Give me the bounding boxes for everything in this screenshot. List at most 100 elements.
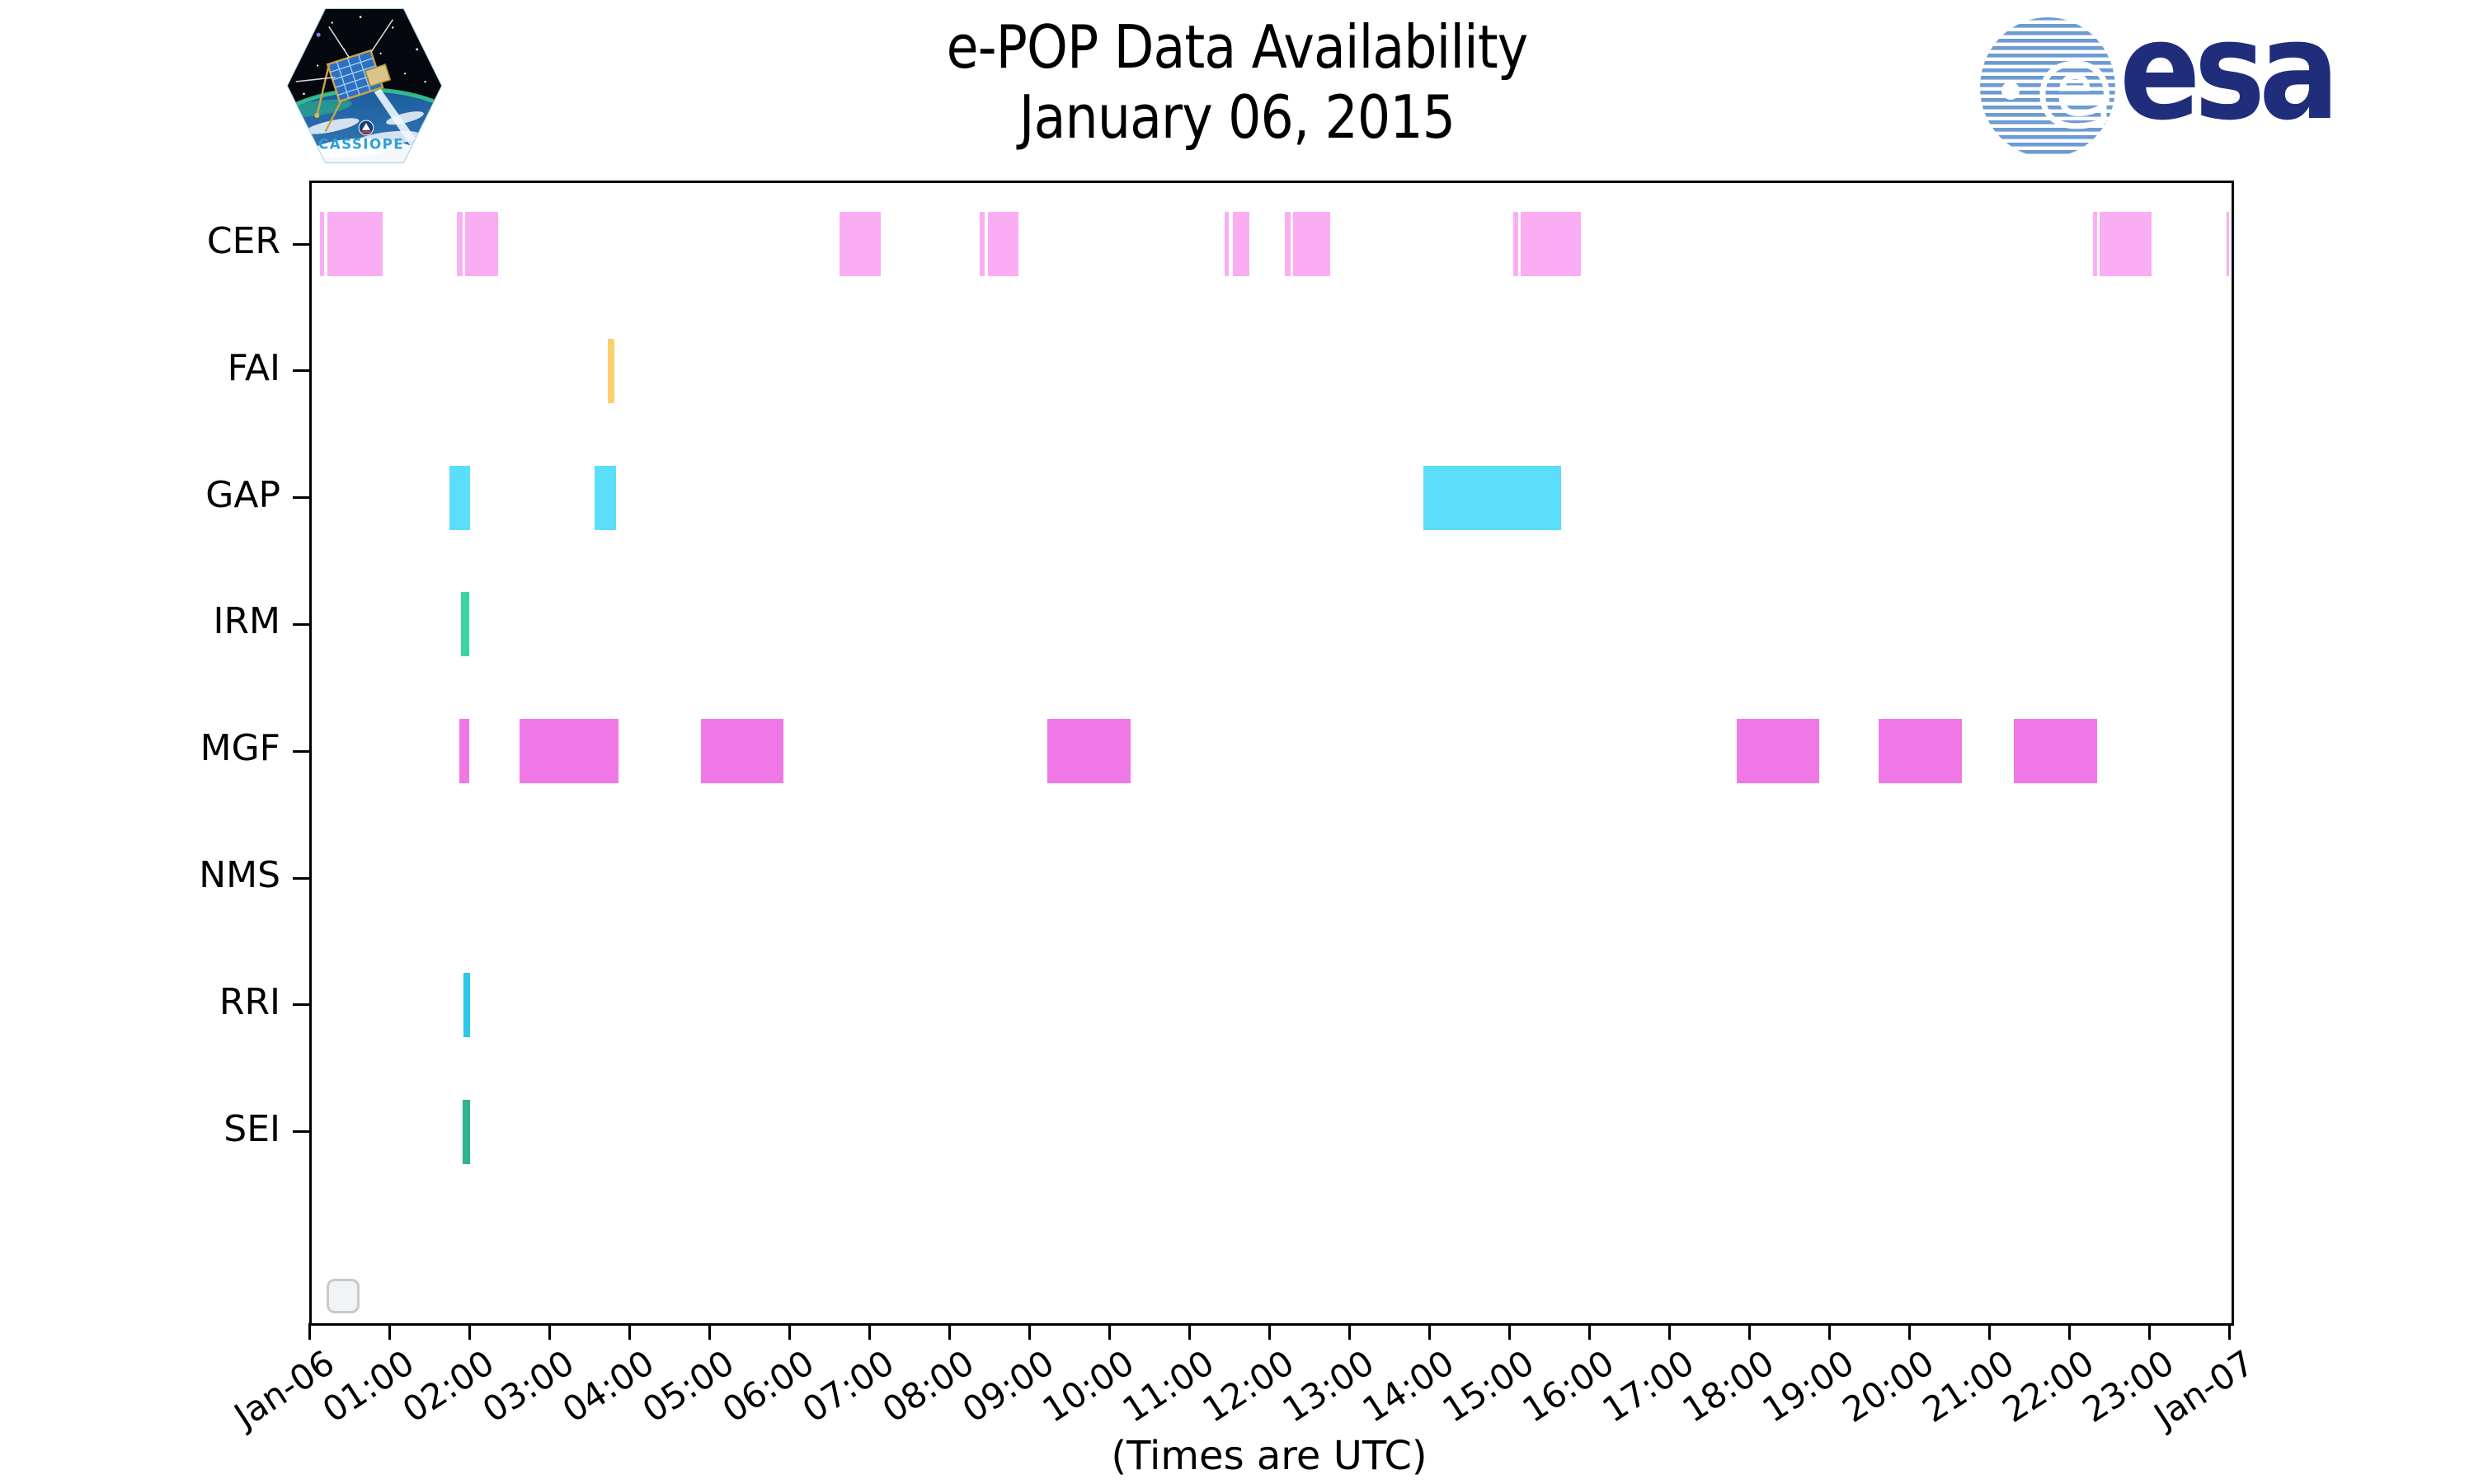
svg-text:e: e <box>2038 24 2112 151</box>
availability-bar-cer-5 <box>979 212 985 276</box>
x-tick-18 <box>1747 1323 1751 1340</box>
patch-satellite <box>295 19 394 132</box>
x-tick-3 <box>548 1323 551 1340</box>
x-tick-20 <box>1907 1323 1911 1340</box>
y-tick-gap <box>293 496 309 500</box>
x-tick-4 <box>628 1323 631 1340</box>
esa-emblem-icon: e <box>1980 17 2115 157</box>
x-axis-label-1100: 11:00 <box>1115 1342 1221 1431</box>
x-tick-15 <box>1507 1323 1511 1340</box>
y-axis-label-nms: NMS <box>199 854 280 896</box>
x-axis-label-1200: 12:00 <box>1195 1342 1301 1431</box>
availability-bar-cer-15 <box>2226 212 2229 276</box>
availability-bar-rri-0 <box>463 972 471 1037</box>
x-tick-7 <box>868 1323 871 1340</box>
y-axis-label-mgf: MGF <box>200 727 280 770</box>
availability-bar-cer-2 <box>457 212 463 276</box>
x-axis-label-1900: 19:00 <box>1755 1342 1861 1431</box>
availability-bar-gap-0 <box>449 465 471 530</box>
y-tick-sei <box>293 1130 309 1134</box>
availability-bar-mgf-5 <box>1878 719 1963 784</box>
x-tick-9 <box>1028 1323 1031 1340</box>
x-axis-label-2100: 21:00 <box>1915 1342 2021 1431</box>
y-axis-label-gap: GAP <box>205 473 280 516</box>
y-axis-label-irm: IRM <box>213 600 280 643</box>
availability-bar-mgf-6 <box>2014 719 2097 784</box>
x-axis-label-1400: 14:00 <box>1355 1342 1461 1431</box>
x-axis-label-1700: 17:00 <box>1595 1342 1701 1431</box>
x-axis-label-0900: 09:00 <box>955 1342 1061 1431</box>
chart-title: e-POP Data Availability January 06, 2015 <box>148 12 2326 152</box>
y-tick-nms <box>293 876 309 880</box>
x-axis-label-0400: 04:00 <box>555 1342 661 1431</box>
availability-bar-cer-13 <box>2092 212 2097 276</box>
x-tick-22 <box>2067 1323 2071 1340</box>
y-tick-mgf <box>293 749 309 753</box>
x-tick-17 <box>1667 1323 1671 1340</box>
x-tick-16 <box>1587 1323 1591 1340</box>
x-axis-label-2200: 22:00 <box>1995 1342 2101 1431</box>
availability-bar-cer-11 <box>1512 212 1519 276</box>
x-tick-1 <box>388 1323 391 1340</box>
patch-cassiope-label: CASSIOPE <box>318 136 404 152</box>
availability-bar-cer-12 <box>1521 212 1582 276</box>
availability-bar-cer-8 <box>1233 212 1249 276</box>
x-axis-label-0600: 06:00 <box>715 1342 821 1431</box>
availability-bar-irm-0 <box>461 592 469 657</box>
availability-bar-mgf-4 <box>1737 719 1820 784</box>
availability-bar-cer-9 <box>1285 212 1291 276</box>
x-tick-12 <box>1268 1323 1271 1340</box>
x-tick-13 <box>1348 1323 1351 1340</box>
patch-beam <box>374 88 420 148</box>
x-tick-6 <box>788 1323 791 1340</box>
x-axis-label-0500: 05:00 <box>635 1342 741 1431</box>
x-axis-label-1600: 16:00 <box>1515 1342 1621 1431</box>
availability-bar-cer-0 <box>319 212 324 276</box>
availability-bar-mgf-3 <box>1047 719 1131 784</box>
x-tick-11 <box>1188 1323 1191 1340</box>
availability-bar-cer-3 <box>464 212 499 276</box>
cassiope-mission-patch: CASSIOPE <box>286 7 443 164</box>
legend-placeholder-box <box>327 1279 360 1313</box>
y-tick-cer <box>293 242 309 246</box>
plot-area <box>293 181 2234 1326</box>
x-axis-label-0200: 02:00 <box>395 1342 501 1431</box>
patch-star-purple <box>316 32 321 37</box>
x-tick-24 <box>2227 1323 2231 1340</box>
x-axis-label-1300: 13:00 <box>1275 1342 1381 1431</box>
availability-bar-fai-0 <box>607 338 614 403</box>
x-tick-5 <box>708 1323 711 1340</box>
availability-bar-cer-7 <box>1225 212 1230 276</box>
x-tick-14 <box>1427 1323 1431 1340</box>
x-tick-10 <box>1108 1323 1111 1340</box>
availability-bar-cer-10 <box>1292 212 1331 276</box>
chart-title-line1: e-POP Data Availability <box>946 12 1529 82</box>
availability-bar-gap-1 <box>594 465 616 530</box>
x-tick-23 <box>2147 1323 2151 1340</box>
y-tick-rri <box>293 1003 309 1007</box>
y-axis-label-fai: FAI <box>227 346 280 389</box>
x-axis-label-0800: 08:00 <box>875 1342 981 1431</box>
y-tick-fai <box>293 369 309 373</box>
x-axis-caption: (Times are UTC) <box>1111 1433 1427 1479</box>
esa-logo: e esa <box>1978 0 2349 159</box>
x-tick-19 <box>1827 1323 1831 1340</box>
availability-bar-cer-14 <box>2099 212 2152 276</box>
x-axis-label-2000: 20:00 <box>1835 1342 1941 1431</box>
y-axis-label-cer: CER <box>206 220 280 262</box>
x-axis-label-0300: 03:00 <box>475 1342 581 1431</box>
x-axis-label-1800: 18:00 <box>1675 1342 1781 1431</box>
y-tick-irm <box>293 622 309 626</box>
y-axis-label-sei: SEI <box>223 1107 280 1150</box>
x-tick-2 <box>468 1323 471 1340</box>
availability-bar-mgf-0 <box>459 719 469 784</box>
x-axis-label-jan-06: Jan-06 <box>227 1342 341 1436</box>
chart-title-line2: January 06, 2015 <box>1018 82 1456 152</box>
x-tick-8 <box>948 1323 951 1340</box>
availability-bar-gap-2 <box>1423 465 1561 530</box>
availability-bar-mgf-2 <box>701 719 784 784</box>
availability-bar-cer-4 <box>840 212 882 276</box>
availability-bar-cer-6 <box>987 212 1018 276</box>
x-axis-label-1000: 10:00 <box>1035 1342 1141 1431</box>
